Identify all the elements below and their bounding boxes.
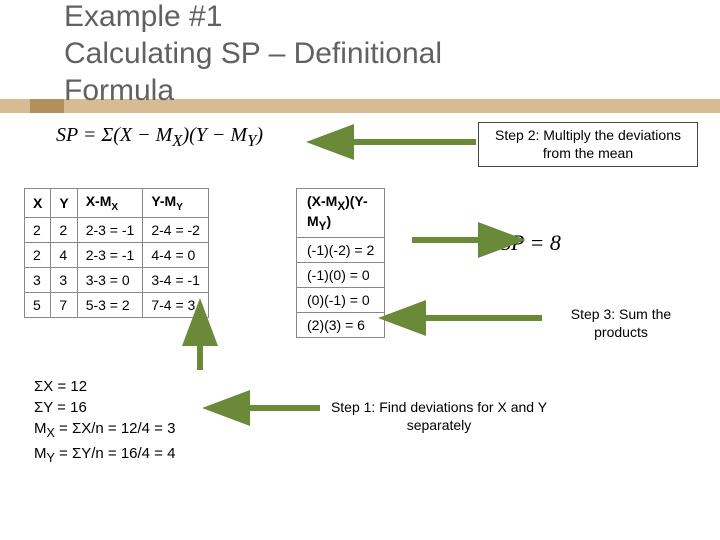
step3-callout: Step 3: Sum the products bbox=[546, 306, 696, 341]
table-header-row: (X-MX)(Y-MY) bbox=[297, 189, 385, 238]
mean-x: MX = ΣX/n = 12/4 = 3 bbox=[34, 418, 175, 443]
col-product: (X-MX)(Y-MY) bbox=[297, 189, 385, 238]
table-row: 3 3 3-3 = 0 3-4 = -1 bbox=[25, 267, 209, 292]
table-row: (0)(-1) = 0 bbox=[297, 287, 385, 312]
step1-text: Step 1: Find deviations for X and Y sepa… bbox=[331, 399, 547, 433]
sp-formula-part3: ) bbox=[256, 124, 263, 146]
step1-callout: Step 1: Find deviations for X and Y sepa… bbox=[324, 398, 554, 434]
sigma-y: ΣY = 16 bbox=[34, 397, 175, 418]
table-row: 5 7 5-3 = 2 7-4 = 3 bbox=[25, 292, 209, 317]
table-row: 2 2 2-3 = -1 2-4 = -2 bbox=[25, 217, 209, 242]
sp-formula-part2: )(Y − M bbox=[182, 124, 247, 146]
col-ymy: Y-MY bbox=[143, 189, 209, 218]
product-table: (X-MX)(Y-MY) (-1)(-2) = 2 (-1)(0) = 0 (0… bbox=[296, 188, 385, 338]
sp-formula: SP = Σ(X − MX)(Y − MY) bbox=[56, 124, 263, 151]
title-accent-block bbox=[30, 99, 64, 113]
table-row: (-1)(0) = 0 bbox=[297, 262, 385, 287]
summary-stats: ΣX = 12 ΣY = 16 MX = ΣX/n = 12/4 = 3 MY … bbox=[34, 376, 175, 467]
title-line-3: Formula bbox=[64, 74, 664, 111]
slide-title: Example #1 Calculating SP – Definitional… bbox=[64, 0, 664, 111]
sp-formula-part1: SP = Σ(X − M bbox=[56, 124, 172, 146]
table-row: 2 4 2-3 = -1 4-4 = 0 bbox=[25, 242, 209, 267]
sigma-x: ΣX = 12 bbox=[34, 376, 175, 397]
xy-deviation-table: X Y X-MX Y-MY 2 2 2-3 = -1 2-4 = -2 2 4 … bbox=[24, 188, 209, 318]
table-row: (-1)(-2) = 2 bbox=[297, 237, 385, 262]
table-header-row: X Y X-MX Y-MY bbox=[25, 189, 209, 218]
step2-callout: Step 2: Multiply the deviations from the… bbox=[478, 122, 698, 167]
table-row: (2)(3) = 6 bbox=[297, 312, 385, 337]
col-xmx: X-MX bbox=[77, 189, 143, 218]
col-x: X bbox=[25, 189, 51, 218]
title-line-1: Example #1 bbox=[64, 0, 664, 37]
title-line-2: Calculating SP – Definitional bbox=[64, 37, 664, 74]
mean-y: MY = ΣY/n = 16/4 = 4 bbox=[34, 443, 175, 468]
col-y: Y bbox=[51, 189, 77, 218]
step2-text: Step 2: Multiply the deviations from the… bbox=[495, 127, 681, 161]
step3-text: Step 3: Sum the products bbox=[571, 306, 671, 340]
sp-result: SP = 8 bbox=[500, 230, 561, 256]
